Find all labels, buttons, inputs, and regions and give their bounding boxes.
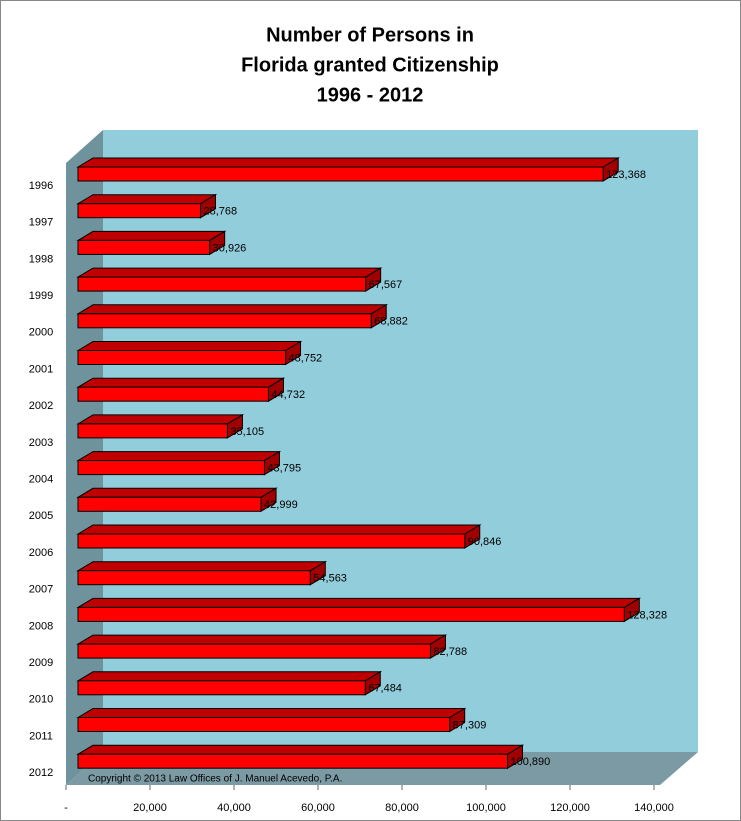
- y-tick-label: 2005: [29, 510, 53, 522]
- value-label: 67,567: [369, 279, 403, 291]
- bar-top: [76, 341, 303, 351]
- bar-top: [76, 524, 482, 535]
- value-label: 67,484: [368, 683, 402, 695]
- y-tick-label: 2007: [29, 584, 53, 596]
- y-tick-label: 2002: [29, 400, 53, 412]
- x-tick-label: 80,000: [385, 802, 419, 814]
- y-tick-label: 1998: [29, 253, 53, 265]
- x-tick-label: 140,000: [634, 802, 674, 814]
- bar-top: [76, 708, 467, 718]
- chart-title: 1996 - 2012: [317, 84, 424, 106]
- chart-title: Florida granted Citizenship: [241, 54, 499, 76]
- y-tick-label: 1996: [29, 180, 53, 192]
- bar: [77, 496, 262, 512]
- bar-top: [76, 157, 621, 168]
- y-tick-label: 2003: [29, 437, 53, 449]
- bar-top: [76, 304, 389, 315]
- bar-top: [76, 414, 245, 425]
- y-tick-label: 2006: [29, 547, 53, 559]
- bar: [77, 533, 466, 549]
- bar: [77, 606, 625, 622]
- value-label: 30,926: [213, 242, 247, 254]
- bar-top: [76, 671, 383, 682]
- value-label: 48,752: [289, 352, 323, 364]
- bar-top: [76, 597, 642, 608]
- x-tick-label: -: [64, 802, 68, 814]
- bar-top: [76, 634, 448, 645]
- value-label: 35,105: [230, 426, 264, 438]
- bar: [77, 717, 451, 732]
- copyright: Copyright © 2013 Law Offices of J. Manue…: [88, 774, 342, 785]
- bar: [77, 239, 211, 255]
- bar: [77, 313, 372, 329]
- y-tick-label: 2011: [29, 730, 53, 742]
- x-tick-label: 20,000: [133, 802, 167, 814]
- bar-top: [76, 744, 525, 755]
- value-label: 123,368: [606, 169, 646, 181]
- y-tick-label: 2010: [29, 694, 53, 706]
- value-label: 100,890: [511, 756, 551, 768]
- y-tick-label: 1999: [29, 290, 53, 302]
- bar-top: [76, 487, 278, 498]
- value-label: 87,309: [453, 719, 487, 731]
- value-label: 68,882: [374, 316, 408, 328]
- chart-title: Number of Persons in: [266, 24, 474, 46]
- value-label: 28,768: [203, 206, 237, 218]
- y-tick-label: 2004: [29, 474, 53, 486]
- bar: [77, 570, 311, 586]
- bar: [77, 643, 431, 659]
- bar: [77, 753, 509, 769]
- y-tick-label: 2008: [29, 620, 53, 632]
- value-label: 42,999: [264, 499, 298, 511]
- bar: [77, 166, 604, 182]
- y-tick-label: 2000: [29, 327, 53, 339]
- bar-top: [76, 230, 227, 241]
- x-tick-label: 40,000: [217, 802, 251, 814]
- x-tick-label: 60,000: [301, 802, 335, 814]
- value-label: 54,563: [313, 573, 347, 585]
- bar-top: [76, 377, 286, 388]
- bar: [77, 460, 265, 476]
- bar: [77, 423, 228, 439]
- y-tick-label: 2001: [29, 363, 53, 375]
- y-tick-label: 2012: [29, 767, 53, 779]
- value-label: 44,732: [271, 389, 305, 401]
- bar: [77, 203, 201, 219]
- value-label: 90,846: [468, 536, 502, 548]
- value-label: 128,328: [627, 609, 667, 621]
- y-tick-label: 2009: [29, 657, 53, 669]
- bar-top: [76, 267, 383, 278]
- back-wall: [103, 130, 698, 752]
- y-tick-label: 1997: [29, 217, 53, 229]
- bar-top: [76, 194, 218, 205]
- bar-top: [76, 561, 328, 572]
- bar: [77, 350, 287, 365]
- value-label: 43,795: [267, 463, 301, 475]
- x-tick-label: 100,000: [466, 802, 506, 814]
- bar: [77, 276, 367, 292]
- bar-top: [76, 451, 282, 462]
- bar: [77, 386, 269, 402]
- x-tick-label: 120,000: [550, 802, 590, 814]
- bar: [77, 680, 366, 696]
- value-label: 82,788: [433, 646, 467, 658]
